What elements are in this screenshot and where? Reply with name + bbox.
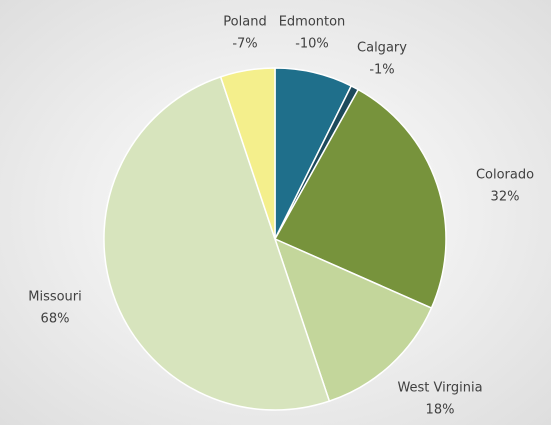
slice-value-label: -7%	[232, 37, 257, 52]
slice-value-label: 32%	[491, 190, 520, 205]
slice-label: Edmonton	[279, 15, 346, 30]
slice-value-label: -1%	[369, 63, 394, 78]
slice-label: Colorado	[476, 168, 534, 183]
pie-slice	[273, 88, 447, 310]
slice-value-label: -10%	[295, 37, 329, 52]
pie-slice	[273, 237, 433, 403]
slice-value-label: 18%	[426, 403, 455, 418]
slice-value-label: 68%	[41, 312, 70, 327]
pie-slice	[102, 75, 331, 411]
slice-label: West Virginia	[397, 381, 482, 396]
slice-label: Missouri	[28, 290, 82, 305]
pie-slice	[219, 67, 276, 240]
slice-label: Poland	[223, 15, 266, 30]
slice-label: Calgary	[357, 41, 407, 56]
